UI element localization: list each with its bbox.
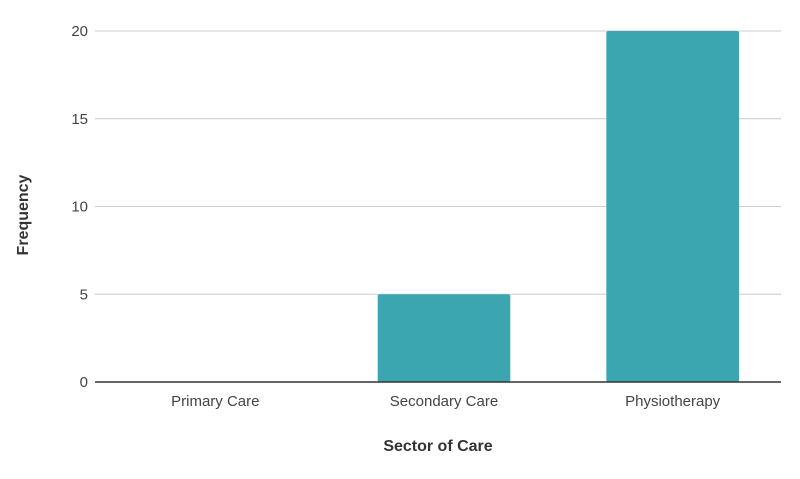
y-tick-label: 15 <box>71 111 88 128</box>
x-tick-label: Physiotherapy <box>625 393 721 410</box>
bar <box>377 294 511 382</box>
y-axis-tick-labels: 0 5 10 15 20 <box>71 23 88 391</box>
x-axis-tick-labels: Primary Care Secondary Care Physiotherapy <box>171 393 721 410</box>
x-axis-title: Sector of Care <box>383 438 492 455</box>
bars <box>377 31 739 382</box>
bar <box>606 31 739 382</box>
y-tick-label: 5 <box>80 286 88 303</box>
x-tick-label: Primary Care <box>171 393 259 410</box>
y-axis-title: Frequency <box>15 174 32 255</box>
y-tick-label: 10 <box>71 199 88 216</box>
x-tick-label: Secondary Care <box>390 393 498 410</box>
y-tick-label: 0 <box>80 374 88 391</box>
y-tick-label: 20 <box>71 23 88 40</box>
